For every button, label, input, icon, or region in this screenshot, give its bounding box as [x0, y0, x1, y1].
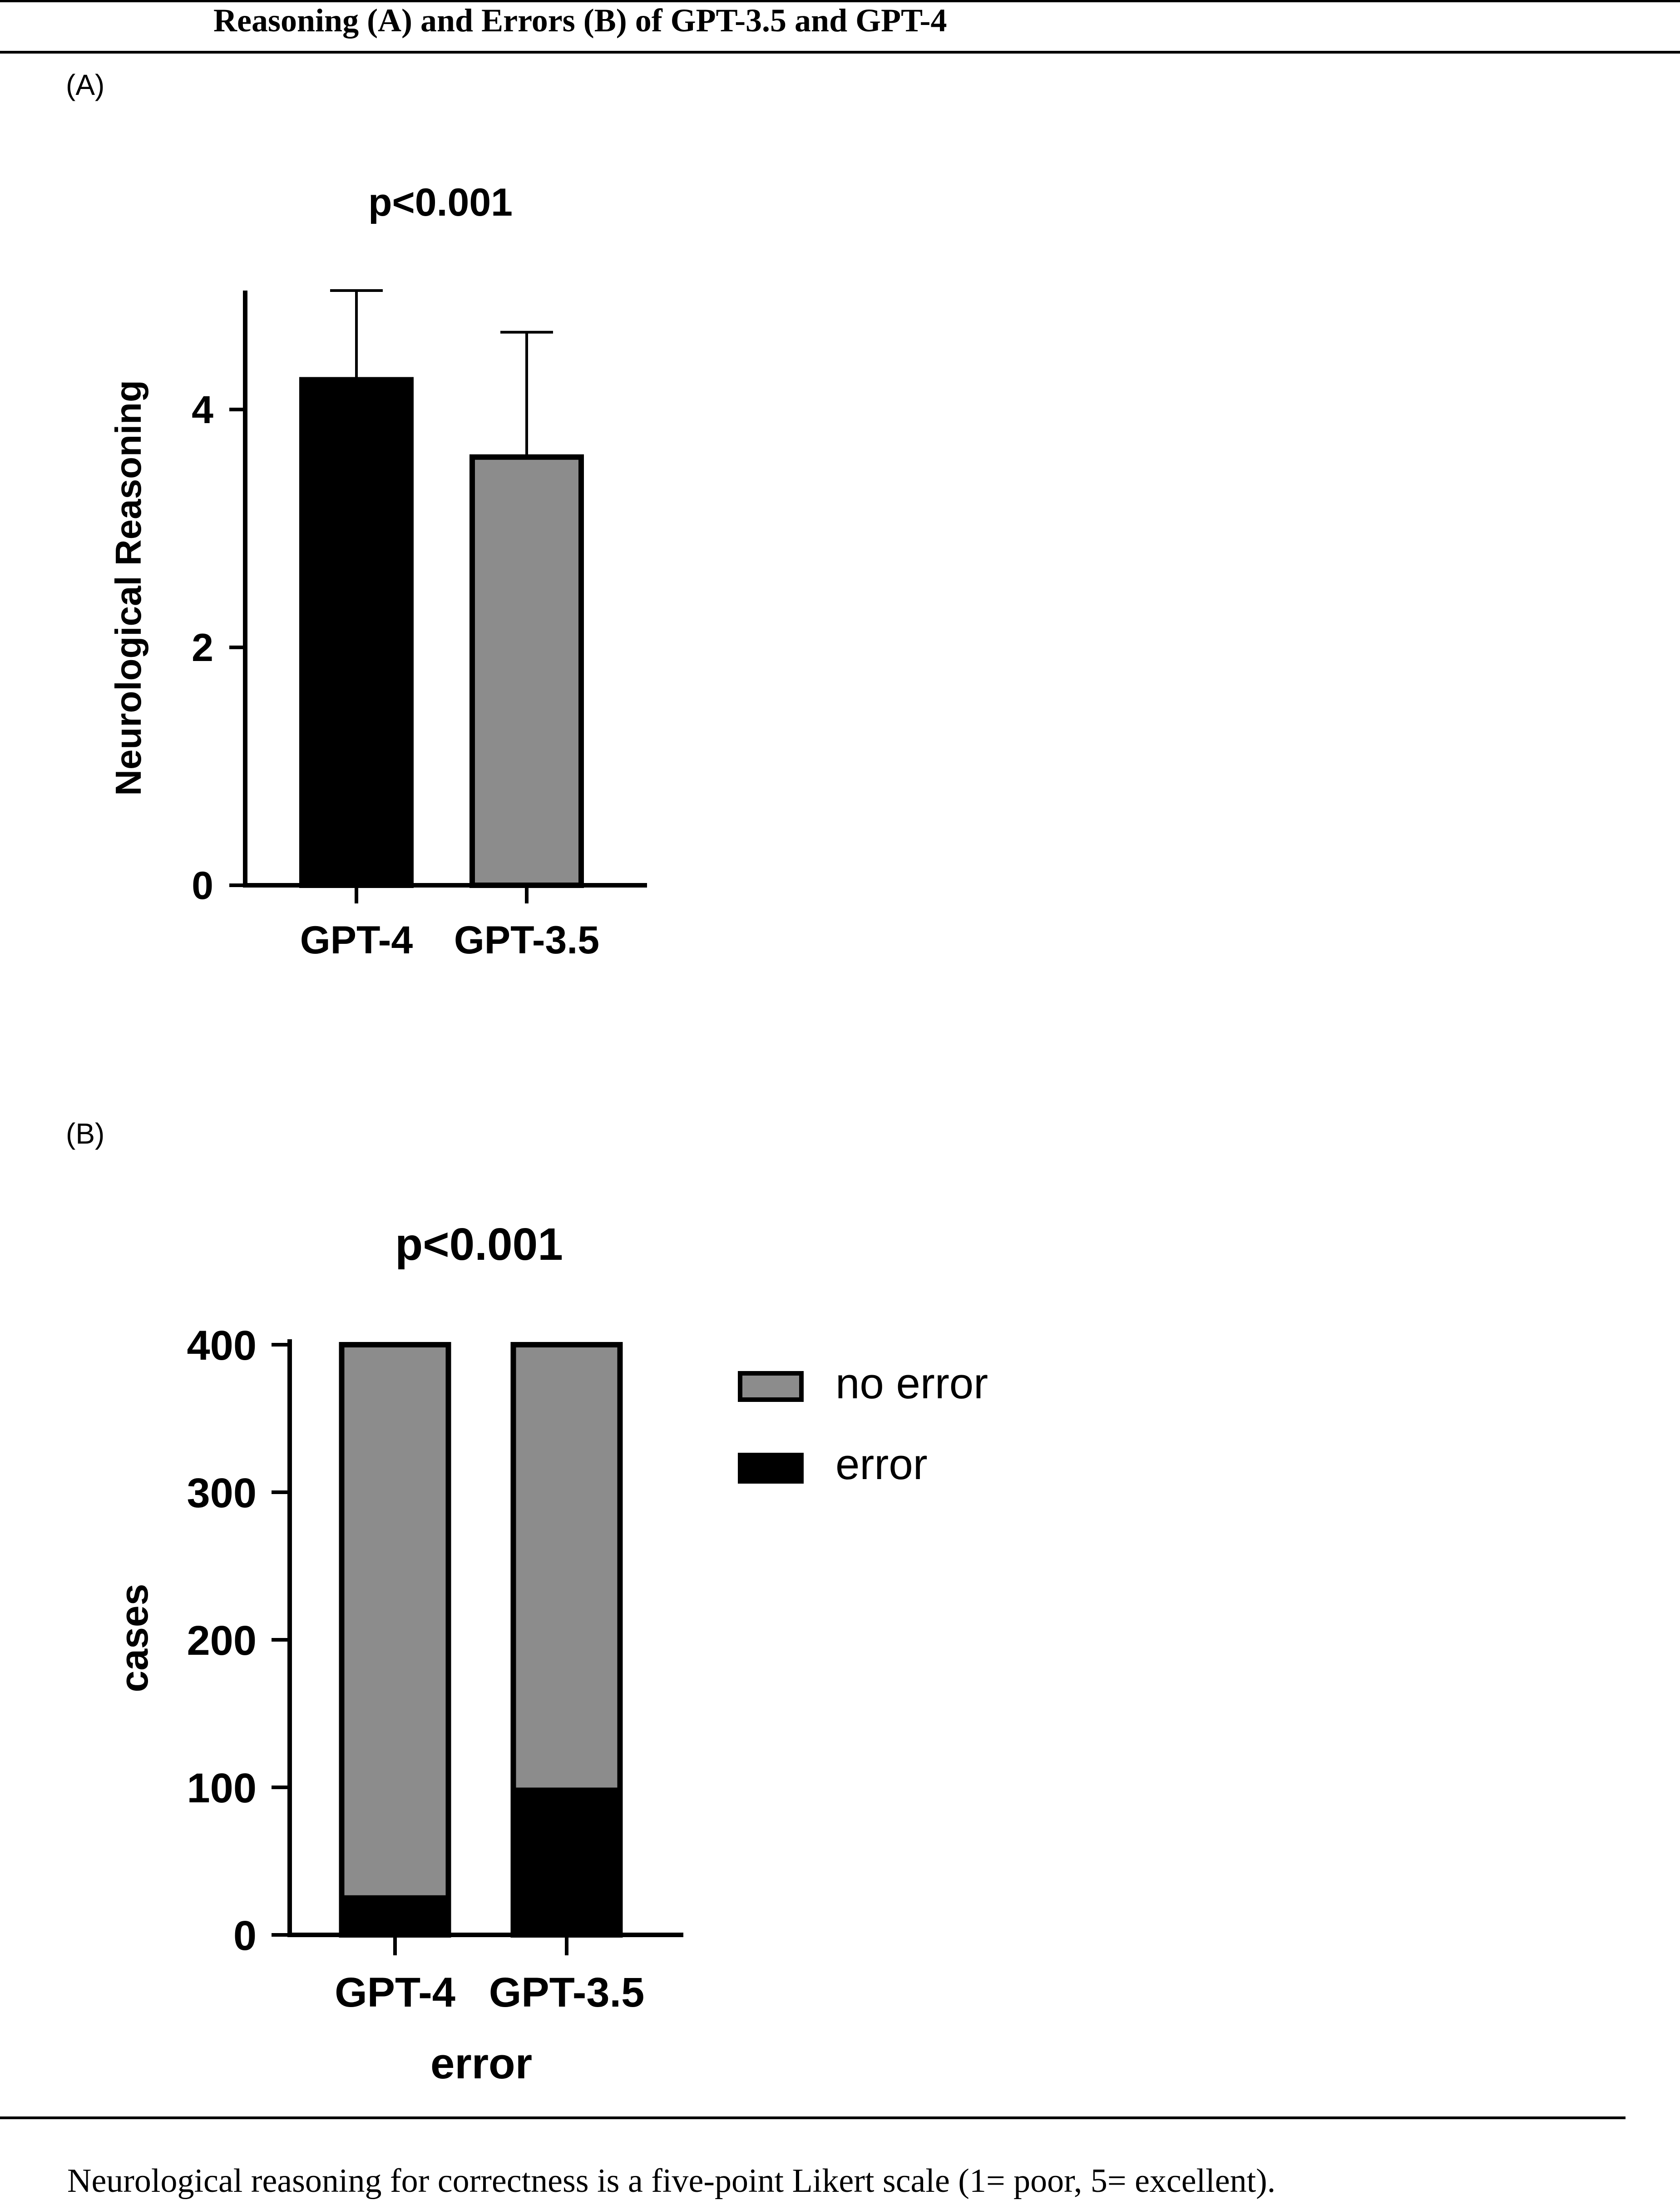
legend-label-no-error: no error	[835, 1359, 988, 1408]
panel-b-label: (B)	[66, 1117, 105, 1150]
chart-b-bar-segment	[510, 1787, 623, 1938]
chart-a-x-tick-label: GPT-3.5	[454, 918, 599, 962]
chart-b-y-tick-label: 0	[233, 1913, 257, 1959]
chart-b-y-tick-label: 100	[187, 1765, 257, 1811]
chart-b-bar-segment	[339, 1342, 451, 1901]
figure-title: Reasoning (A) and Errors (B) of GPT-3.5 …	[213, 2, 947, 39]
footnote: Neurological reasoning for correctness i…	[67, 2162, 1276, 2200]
chart-a-y-tick-label: 0	[192, 864, 213, 908]
chart-b-x-tick-label: GPT-3.5	[489, 1969, 645, 2016]
chart-b-ylabel: cases	[113, 1584, 156, 1692]
chart-b-y-tick-label: 200	[187, 1618, 257, 1664]
top-rule	[0, 0, 1680, 2]
chart-a-bar	[469, 454, 584, 888]
legend-swatch-no-error	[738, 1371, 804, 1402]
bottom-rule	[0, 2116, 1626, 2119]
chart-b-bar-segment	[339, 1895, 451, 1938]
chart-b-xlabel: error	[430, 2039, 532, 2088]
chart-b-y-tick-label: 400	[187, 1322, 257, 1369]
chart-b-legend: no error error	[738, 1359, 988, 1489]
chart-b-x-tick-label: GPT-4	[335, 1969, 455, 2016]
chart-a-y-tick-label: 4	[192, 388, 213, 432]
panel-a-label: (A)	[66, 69, 105, 101]
chart-a-x-tick-label: GPT-4	[300, 918, 413, 962]
chart-a-ylabel: Neurological Reasoning	[108, 380, 148, 796]
chart-b-y-tick-label: 300	[187, 1470, 257, 1516]
errors-stacked-bar-chart: p<0.001 cases error GPT-4 GPT-3.5 0 100 200 3…	[113, 1219, 988, 2088]
legend-label-error: error	[835, 1440, 928, 1489]
chart-b-title: p<0.001	[395, 1219, 563, 1270]
legend-swatch-error	[738, 1453, 804, 1484]
reasoning-bar-chart: p<0.001 Neurological Reasoning GPT-4 GPT-…	[108, 181, 647, 962]
chart-a-title: p<0.001	[368, 181, 513, 224]
title-rule	[0, 51, 1680, 54]
chart-b-bar-segment	[510, 1342, 623, 1793]
chart-a-y-tick-label: 2	[192, 626, 213, 670]
